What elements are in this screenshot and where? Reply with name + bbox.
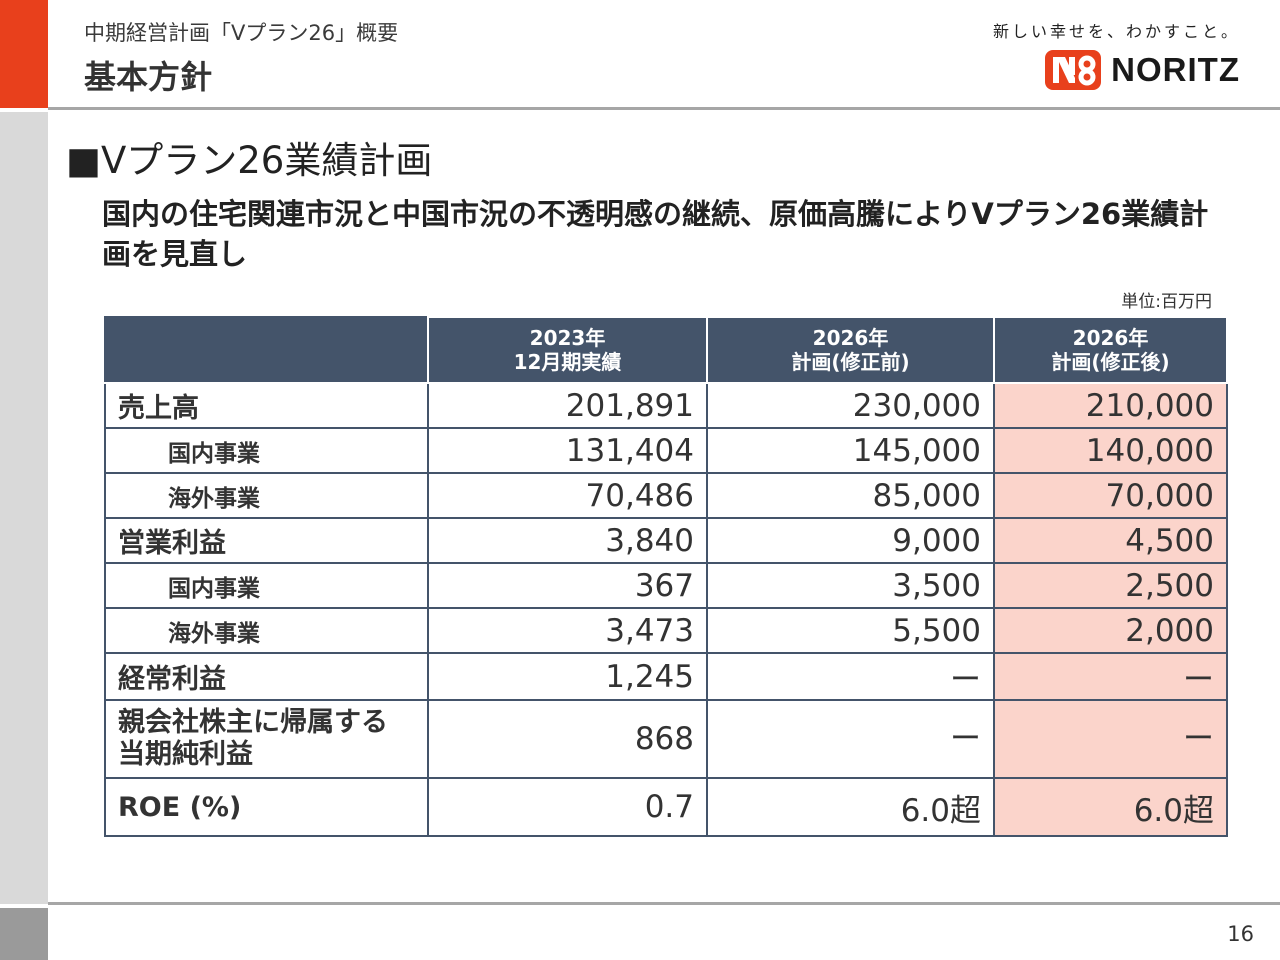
accent-bar	[0, 0, 48, 108]
table-row: 国内事業 131,404 145,000 140,000	[104, 427, 1228, 474]
cell-value: 70,486	[427, 472, 708, 519]
row-label: 国内事業	[104, 427, 429, 474]
cell-value: 131,404	[427, 427, 708, 474]
column-header: 2023年 12月期実績	[427, 316, 708, 384]
cell-value: 367	[427, 562, 708, 609]
row-label: 営業利益	[104, 517, 429, 564]
cell-value: 6.0超	[706, 777, 995, 837]
performance-plan-table: 2023年 12月期実績 2026年 計画(修正前) 2026年 計画(修正後) 売上…	[104, 316, 1228, 837]
cell-value: 230,000	[706, 382, 995, 429]
table-row: 営業利益 3,840 9,000 4,500	[104, 517, 1228, 564]
table-row: 親会社株主に帰属する 当期純利益 868 ー ー	[104, 699, 1228, 779]
row-label: 海外事業	[104, 607, 429, 654]
table-row: 海外事業 70,486 85,000 70,000	[104, 472, 1228, 519]
table-header-row: 2023年 12月期実績 2026年 計画(修正前) 2026年 計画(修正後)	[104, 316, 1228, 384]
table-row: ROE (%) 0.7 6.0超 6.0超	[104, 777, 1228, 837]
cell-value-highlight: ー	[993, 652, 1228, 701]
cell-value: 145,000	[706, 427, 995, 474]
cell-value-highlight: 210,000	[993, 382, 1228, 429]
cell-value: 0.7	[427, 777, 708, 837]
table-row: 売上高 201,891 230,000 210,000	[104, 382, 1228, 429]
cell-value: 3,840	[427, 517, 708, 564]
footer-divider	[48, 902, 1280, 905]
cell-value: 1,245	[427, 652, 708, 701]
table-header-corner	[104, 316, 429, 384]
cell-value-highlight: 140,000	[993, 427, 1228, 474]
cell-value: 5,500	[706, 607, 995, 654]
table-row: 経常利益 1,245 ー ー	[104, 652, 1228, 701]
page-title: 基本方針	[84, 58, 213, 96]
table-row: 海外事業 3,473 5,500 2,000	[104, 607, 1228, 654]
unit-label: 単位:百万円	[1121, 292, 1212, 312]
cell-value-highlight: ー	[993, 699, 1228, 779]
cell-value-highlight: 2,000	[993, 607, 1228, 654]
cell-value: 201,891	[427, 382, 708, 429]
cell-value: 9,000	[706, 517, 995, 564]
cell-value: 85,000	[706, 472, 995, 519]
cell-value: 3,473	[427, 607, 708, 654]
cell-value: 868	[427, 699, 708, 779]
breadcrumb: 中期経営計画「Vプラン26」概要	[84, 21, 399, 45]
tagline: 新しい幸せを、わかすこと。	[992, 22, 1240, 41]
cell-value-highlight: 6.0超	[993, 777, 1228, 837]
cell-value-highlight: 70,000	[993, 472, 1228, 519]
cell-value-highlight: 4,500	[993, 517, 1228, 564]
row-label: 海外事業	[104, 472, 429, 519]
row-label: 国内事業	[104, 562, 429, 609]
cell-value: 3,500	[706, 562, 995, 609]
row-label: 経常利益	[104, 652, 429, 701]
side-bar	[0, 112, 48, 904]
header-divider	[48, 107, 1280, 110]
noritz-logo-icon	[1045, 50, 1102, 90]
row-label: 売上高	[104, 382, 429, 429]
side-bar-bottom	[0, 908, 48, 960]
page-number: 16	[1227, 922, 1254, 946]
logo: NORITZ	[1045, 50, 1240, 90]
row-label: ROE (%)	[104, 777, 429, 837]
lead-text: 国内の住宅関連市況と中国市況の不透明感の継続、原価高騰によりVプラン26業績計画…	[102, 197, 1209, 271]
cell-value-highlight: 2,500	[993, 562, 1228, 609]
cell-value: ー	[706, 699, 995, 779]
table-row: 国内事業 367 3,500 2,500	[104, 562, 1228, 609]
section-heading: ■Vプラン26業績計画	[66, 139, 433, 182]
logo-wordmark: NORITZ	[1111, 51, 1240, 88]
column-header: 2026年 計画(修正前)	[706, 316, 995, 384]
cell-value: ー	[706, 652, 995, 701]
row-label: 親会社株主に帰属する 当期純利益	[104, 699, 429, 779]
column-header: 2026年 計画(修正後)	[993, 316, 1228, 384]
